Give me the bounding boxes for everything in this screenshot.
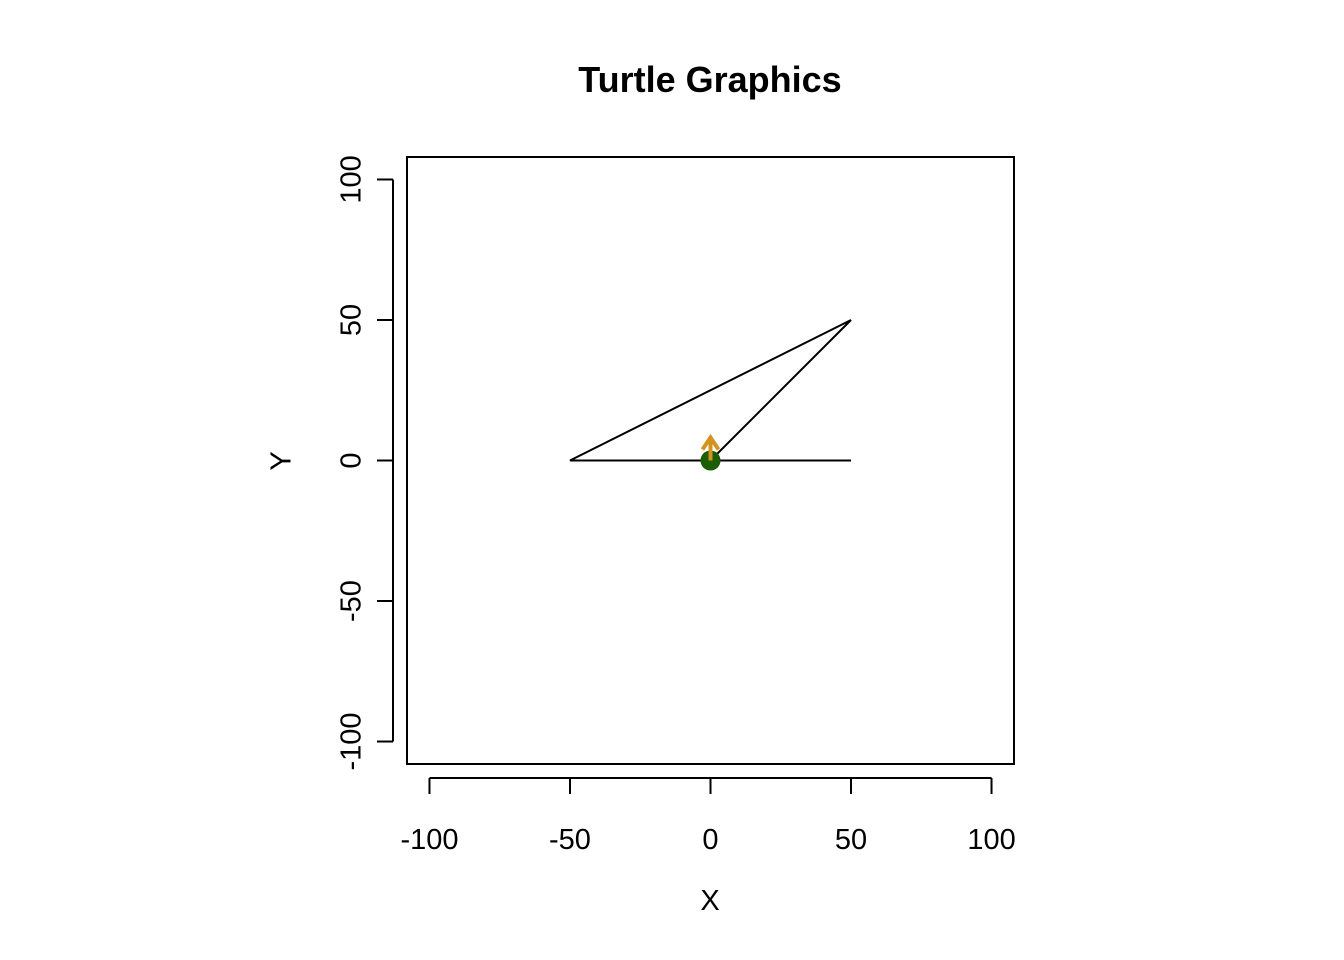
y-axis: -100 -50 0 50 100 <box>336 155 394 771</box>
y-tick-label: 50 <box>336 304 368 336</box>
y-tick-label: 0 <box>336 452 368 468</box>
y-tick-label: -100 <box>336 712 368 770</box>
plot-frame <box>406 156 1015 765</box>
x-tick-label: -100 <box>400 824 458 856</box>
plot-area <box>569 319 852 471</box>
turtle-path <box>569 319 852 462</box>
y-axis-label: Y <box>266 451 298 470</box>
x-tick-label: 50 <box>835 824 867 856</box>
y-tick-label: -50 <box>336 580 368 622</box>
turtle-arrow <box>700 433 721 461</box>
y-tick-label: 100 <box>336 155 368 203</box>
x-tick-label: -50 <box>549 824 591 856</box>
x-tick-label: 100 <box>967 824 1015 856</box>
x-axis-label: X <box>700 885 719 917</box>
chart-title: Turtle Graphics <box>578 59 841 100</box>
x-axis: -100 -50 0 50 100 <box>400 777 1016 856</box>
turtle-arrow-head <box>700 433 721 451</box>
x-tick-label: 0 <box>702 824 718 856</box>
